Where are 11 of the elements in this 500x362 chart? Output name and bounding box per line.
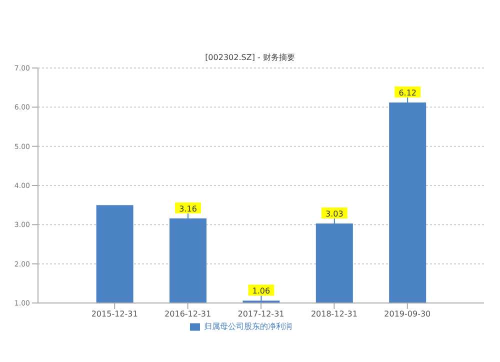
x-tick-label: 2015-12-31 xyxy=(91,310,138,319)
x-tick-label: 2017-12-31 xyxy=(238,310,284,319)
x-tick-label: 2018-12-31 xyxy=(310,310,358,319)
data-label: 1.06 xyxy=(252,286,270,296)
x-tick-label: 2016-12-31 xyxy=(164,310,212,319)
data-label: 3.03 xyxy=(325,209,344,218)
chart-title: [002302.SZ] - 财务摘要 xyxy=(204,52,296,62)
legend-label: 归属母公司股东的净利润 xyxy=(204,322,292,331)
x-tick-label: 2019-09-30 xyxy=(384,310,431,319)
data-label: 3.16 xyxy=(179,204,197,214)
data-label: 6.12 xyxy=(398,88,417,98)
